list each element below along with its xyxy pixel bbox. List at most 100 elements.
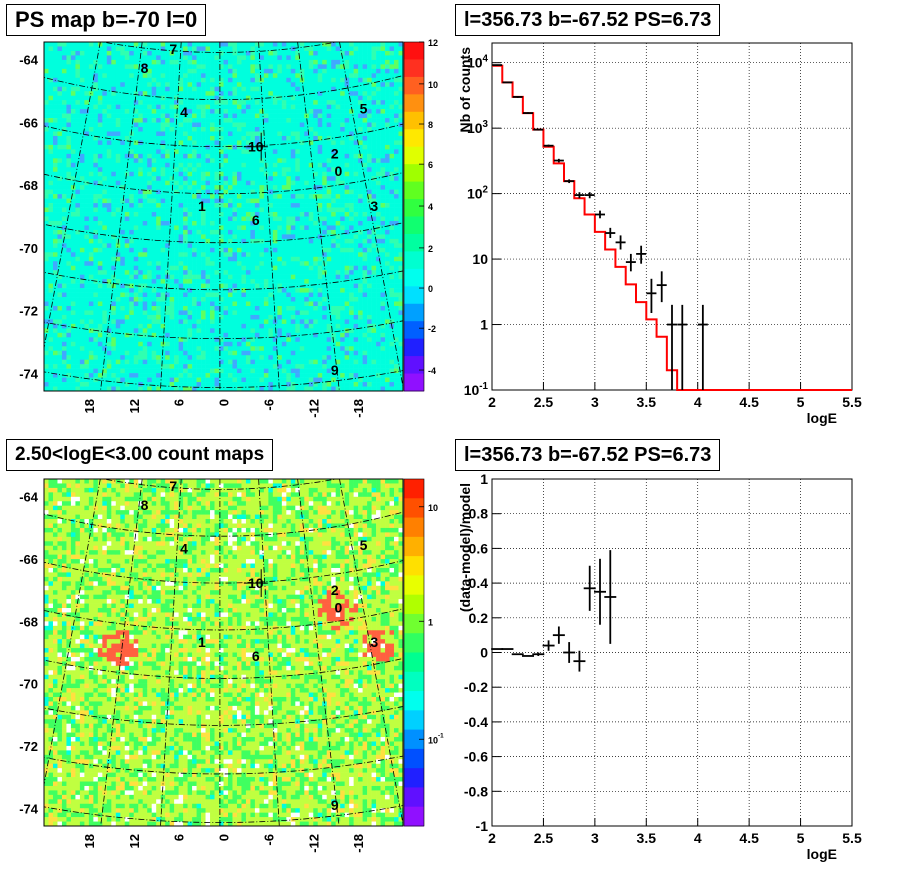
source-label: 3 [370,198,378,214]
data-point [594,558,606,625]
y-tick-label: -66 [19,115,38,130]
y-tick-label: -72 [19,739,38,754]
data-point [604,550,617,644]
colorbar-segment [404,268,424,287]
colorbar-segment [404,338,424,357]
colorbar-segment [404,556,424,576]
data-point [492,64,503,66]
x-tick-label: 2.5 [534,394,554,410]
y-tick-label: 10 [472,251,488,267]
colorbar-segment [404,42,424,60]
colorbar-label: 6 [428,160,433,170]
source-label: 6 [252,212,260,228]
y-tick-label: -66 [19,552,38,567]
colorbar-segment [404,76,424,95]
y-tick-label: -68 [19,178,38,193]
colorbar-segment [404,164,424,183]
data-point [533,128,544,131]
data-point [656,271,667,303]
x-tick-label: 2 [488,394,496,410]
data-point [636,245,647,264]
y-tick-label: -0.8 [464,783,488,799]
x-tick-label: 5.5 [842,394,862,410]
colorbar-segment [404,251,424,270]
x-tick-label: 5 [797,830,805,846]
y-tick-label: -74 [19,367,39,382]
y-tick-label: 0.4 [469,575,489,591]
y-tick-label: -0.4 [464,714,488,730]
data-point [512,96,523,98]
y-tick-label: 0 [480,645,488,661]
source-label: 1 [198,634,206,650]
source-label: 6 [252,648,260,664]
colorbar-segment [404,233,424,252]
y-tick-label: 103 [467,119,489,136]
x-tick-label: 3.5 [637,394,657,410]
colorbar-label: 10 [428,80,438,90]
colorbar-label: 1 [428,617,433,627]
colorbar-segment [404,806,424,827]
x-tick-label: 0 [217,399,232,406]
y-tick-label: 1 [480,317,488,333]
y-tick-label: -64 [19,489,39,504]
data-point [595,210,605,219]
colorbar-label: 10-1 [428,732,444,745]
source-label: 8 [141,60,149,76]
spectrum-title: l=356.73 b=-67.52 PS=6.73 [455,4,721,36]
source-label: 9 [331,797,339,813]
x-tick-label: 4.5 [739,830,759,846]
x-tick-label: 12 [127,834,142,848]
colorbar-label: 2 [428,244,433,254]
x-tick-label: 4 [694,830,702,846]
colorbar-segment [404,303,424,322]
y-tick-label: -70 [19,677,38,692]
data-point [574,192,585,199]
y-tick-label: -0.6 [464,749,488,765]
y-tick-label: 0.2 [469,610,489,626]
residual-panel: 2 2.5 3 3.5 4 4.5 5 5.5 1 0.8 0.6 0.4 0.2 0 -0.2 -0.4 -0… [457,471,862,862]
data-point [667,304,677,390]
source-label: 4 [180,540,188,556]
y-tick-label: -0.2 [464,679,488,695]
colorbar-segment [404,748,424,769]
x-tick-label: 6 [172,834,187,841]
colorbar-segment [404,594,424,615]
y-tick-label: -70 [19,241,38,256]
data-point [646,278,657,314]
source-label: 5 [360,100,368,116]
colorbar-segment [404,181,424,200]
data-point [615,235,626,250]
x-tick-label: 18 [82,399,97,413]
count-map-title: 2.50<logE<3.00 count maps [6,439,274,471]
graticule [44,479,403,826]
colorbar-segment [404,286,424,305]
data-point [677,304,688,390]
data-point [552,626,565,644]
data-point [563,642,576,663]
colorbar-segment [404,146,424,165]
x-tick-label: 2 [488,830,496,846]
y-tick-label: -72 [19,304,38,319]
map-frame [43,478,404,827]
data-point [573,650,586,672]
colorbar-label: 10 [428,503,438,513]
y-tick-label: -68 [19,614,38,629]
source-label: 2 [331,146,339,162]
data-point [542,640,555,651]
x-tick-label: -12 [306,399,321,418]
x-tick-label: 3 [591,830,599,846]
data-point [625,253,636,272]
colorbar-label: 8 [428,120,433,130]
map-frame [43,41,404,392]
x-tick-label: 4.5 [739,394,759,410]
plot-frame [491,478,853,827]
colorbar-segment [404,129,424,148]
data-point [543,144,554,147]
y-tick-label: 0.8 [469,506,489,522]
source-label: 0 [334,599,342,615]
y-tick-label: 0.6 [469,540,489,556]
data-point [502,81,513,84]
source-label: 1 [198,198,206,214]
colorbar-segment [404,321,424,340]
